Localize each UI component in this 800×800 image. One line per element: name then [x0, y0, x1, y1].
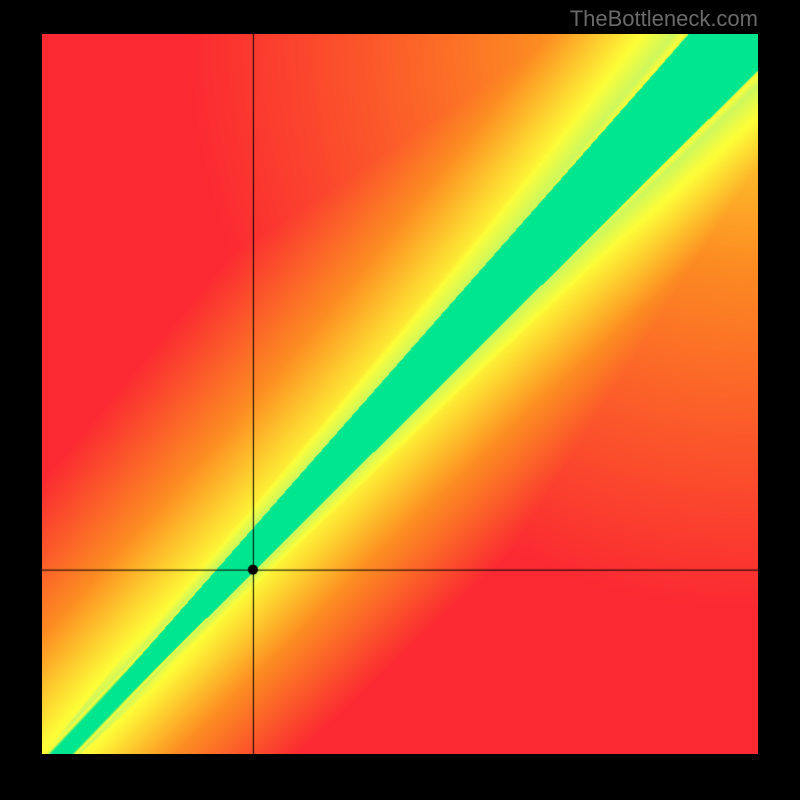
figure-container: TheBottleneck.com: [0, 0, 800, 800]
plot-area: [42, 34, 758, 754]
watermark-text: TheBottleneck.com: [570, 6, 758, 32]
heatmap-canvas: [42, 34, 758, 754]
